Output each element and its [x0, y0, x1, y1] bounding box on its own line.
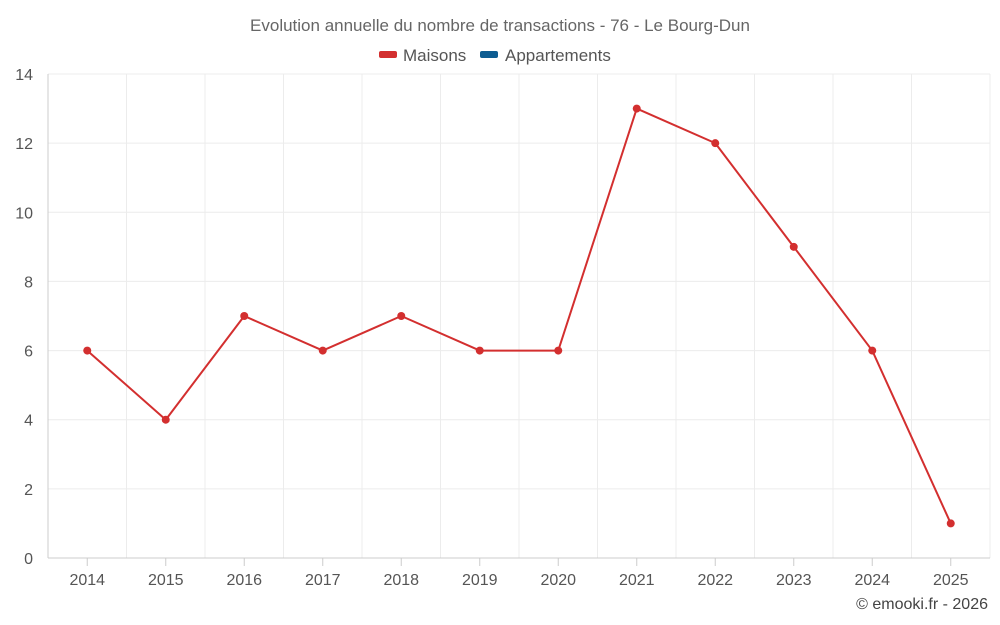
- legend-swatch-maisons: [379, 51, 397, 58]
- data-point-maisons: [632, 104, 641, 113]
- x-tick-label: 2019: [462, 572, 498, 589]
- x-tick-label: 2022: [697, 572, 733, 589]
- y-tick-label: 8: [24, 274, 33, 291]
- y-tick-label: 0: [24, 551, 33, 568]
- x-tick-label: 2025: [933, 572, 969, 589]
- data-point-maisons: [475, 346, 484, 355]
- x-tick-label: 2018: [383, 572, 419, 589]
- credit-text: © emooki.fr - 2026: [856, 596, 988, 613]
- data-point-maisons: [789, 242, 798, 251]
- x-tick-label: 2021: [619, 572, 655, 589]
- legend-item-maisons[interactable]: Maisons: [379, 46, 466, 65]
- grid: [47, 73, 991, 559]
- chart-title: Evolution annuelle du nombre de transact…: [250, 16, 750, 35]
- legend-label-maisons: Maisons: [403, 46, 466, 65]
- series-line-maisons: [86, 107, 952, 524]
- data-point-maisons: [946, 519, 955, 528]
- x-tick-label: 2023: [776, 572, 812, 589]
- legend-item-appartements[interactable]: Appartements: [480, 46, 611, 65]
- y-tick-label: 2: [24, 482, 33, 499]
- data-point-maisons: [161, 415, 170, 424]
- data-point-maisons: [83, 346, 92, 355]
- data-point-maisons: [240, 312, 249, 320]
- x-tick-label: 2015: [148, 572, 184, 589]
- y-tick-label: 4: [24, 413, 33, 430]
- x-axis: 2014 2015 2016 2017 2018 2019 2020 2021 2022 2023…: [48, 557, 990, 589]
- y-tick-label: 6: [24, 344, 33, 361]
- x-tick-label: 2017: [305, 572, 341, 589]
- data-point-maisons: [868, 346, 877, 355]
- legend-label-appartements: Appartements: [505, 46, 611, 65]
- x-tick-label: 2014: [69, 572, 105, 589]
- y-axis: 0 2 4 6 8 10 12 14: [15, 67, 49, 568]
- data-point-maisons: [711, 139, 720, 148]
- x-tick-label: 2024: [854, 572, 890, 589]
- data-point-maisons: [318, 346, 327, 355]
- y-tick-label: 12: [15, 136, 33, 153]
- series-maisons: [83, 104, 955, 528]
- y-tick-label: 14: [15, 67, 33, 84]
- y-tick-label: 10: [15, 205, 33, 222]
- legend-swatch-appartements: [480, 51, 498, 58]
- data-point-maisons: [397, 312, 406, 320]
- legend: Maisons Appartements: [379, 46, 611, 65]
- x-tick-label: 2016: [226, 572, 262, 589]
- data-point-maisons: [554, 346, 563, 355]
- x-tick-label: 2020: [540, 572, 576, 589]
